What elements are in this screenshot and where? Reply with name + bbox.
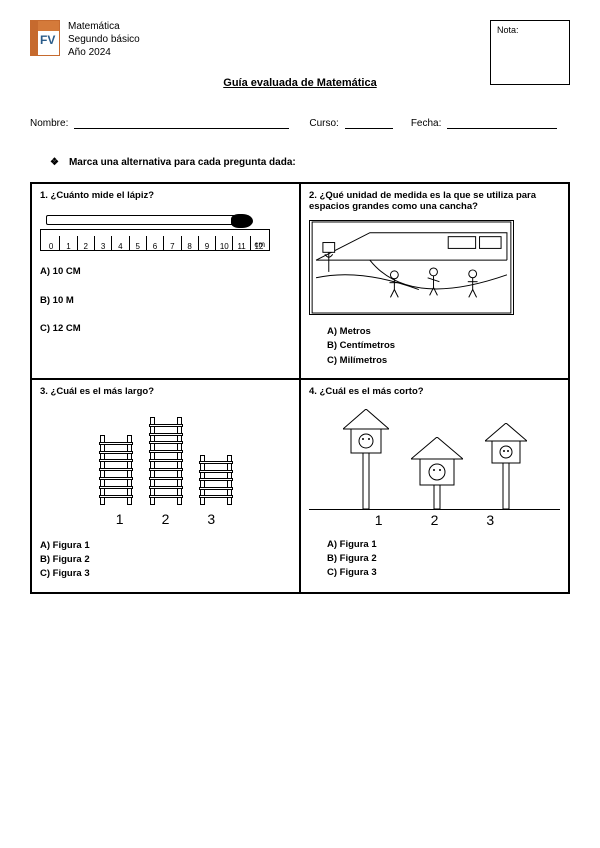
q3-option-a[interactable]: A) Figura 1 [40,539,291,553]
course-label: Curso: [309,118,338,129]
date-field[interactable] [447,117,557,129]
q4-options: A) Figura 1 B) Figura 2 C) Figura 3 [327,538,560,581]
date-label: Fecha: [411,118,442,129]
name-field[interactable] [74,117,289,129]
q4-option-a[interactable]: A) Figura 1 [327,538,560,552]
page-header: Matemática Segundo básico Año 2024 [30,20,570,59]
birdhouse-2 [411,437,463,509]
q4-title: 4. ¿Cuál es el más corto? [309,386,560,397]
q1-title: 1. ¿Cuánto mide el lápiz? [40,190,291,201]
q3-option-c[interactable]: C) Figura 3 [40,567,291,581]
q2-options: A) Metros B) Centímetros C) Milímetros [327,325,560,368]
worksheet-title: Guía evaluada de Matemática [30,77,570,89]
q1-option-c[interactable]: C) 12 CM [40,322,291,336]
header-text: Matemática Segundo básico Año 2024 [68,20,140,59]
q4-illustration: 1 2 3 [309,405,560,528]
question-4-cell: 4. ¿Cuál es el más corto? [300,379,569,593]
ruler-unit: cm [254,240,265,249]
school-logo [30,20,60,56]
instruction-text: Marca una alternativa para cada pregunta… [30,157,570,168]
grade-line: Segundo básico [68,33,140,46]
question-3-cell: 3. ¿Cuál es el más largo? 1 2 3 [31,379,300,593]
q1-option-b[interactable]: B) 10 M [40,294,291,308]
q2-option-a[interactable]: A) Metros [327,325,560,339]
year-line: Año 2024 [68,46,140,59]
q3-title: 3. ¿Cuál es el más largo? [40,386,291,397]
q2-option-c[interactable]: C) Milímetros [327,354,560,368]
q1-illustration: 0 1 2 3 4 5 6 7 8 9 10 11 12 cm [40,215,291,251]
q4-figure-labels: 1 2 3 [309,512,560,528]
q1-options: A) 10 CM B) 10 M C) 12 CM [40,265,291,336]
q3-illustration [40,415,291,505]
nota-label: Nota: [497,25,519,35]
ruler-icon: 0 1 2 3 4 5 6 7 8 9 10 11 12 cm [40,229,270,251]
birdhouse-1 [343,409,389,509]
ladder-1 [96,435,136,505]
subject-line: Matemática [68,20,140,33]
birdhouse-3 [485,423,527,509]
course-field[interactable] [345,117,393,129]
q3-figure-labels: 1 2 3 [40,511,291,527]
q4-option-c[interactable]: C) Figura 3 [327,566,560,580]
name-label: Nombre: [30,118,68,129]
q4-option-b[interactable]: B) Figura 2 [327,552,560,566]
q3-option-b[interactable]: B) Figura 2 [40,553,291,567]
student-info-row: Nombre: Curso: Fecha: [30,117,570,129]
question-1-cell: 1. ¿Cuánto mide el lápiz? 0 1 2 3 4 5 6 … [31,183,300,379]
q2-option-b[interactable]: B) Centímetros [327,339,560,353]
grade-box: Nota: [490,20,570,85]
question-2-cell: 2. ¿Qué unidad de medida es la que se ut… [300,183,569,379]
ladder-3 [196,455,236,505]
pencil-icon [46,215,236,225]
q1-option-a[interactable]: A) 10 CM [40,265,291,279]
q2-illustration [309,220,514,315]
question-grid: 1. ¿Cuánto mide el lápiz? 0 1 2 3 4 5 6 … [30,182,570,594]
ladder-2 [146,417,186,505]
q2-title: 2. ¿Qué unidad de medida es la que se ut… [309,190,560,212]
q3-options: A) Figura 1 B) Figura 2 C) Figura 3 [40,539,291,582]
